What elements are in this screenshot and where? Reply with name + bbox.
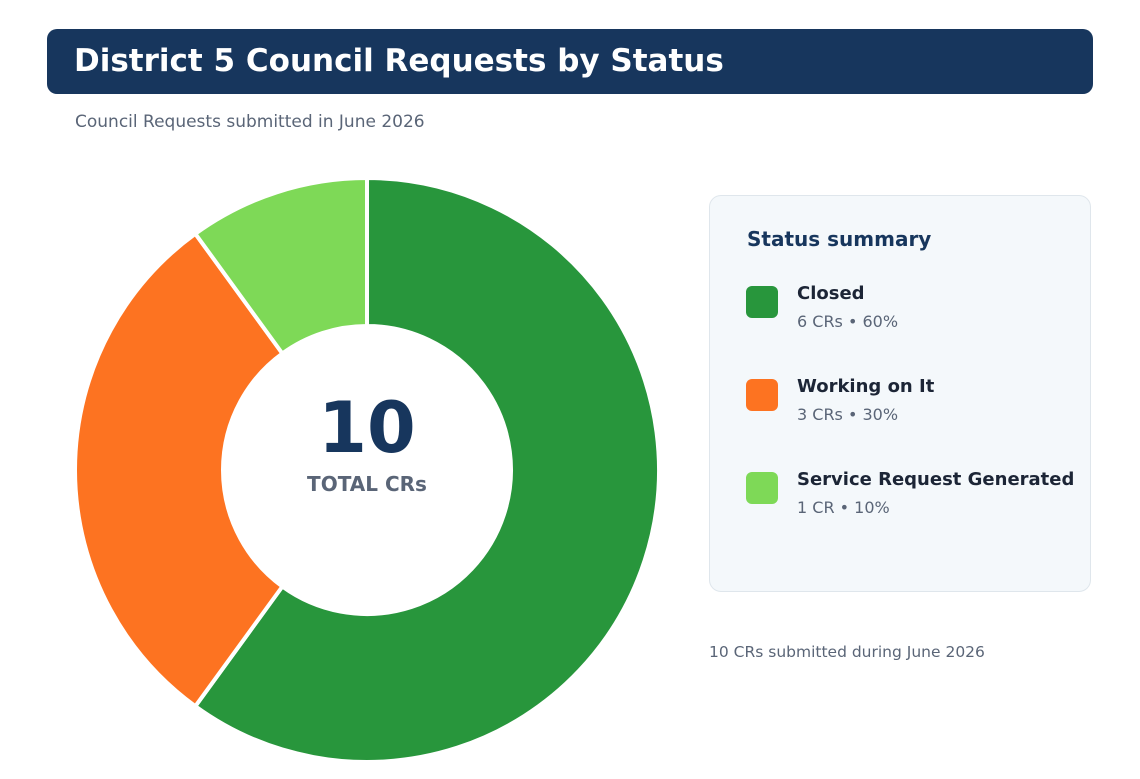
legend-name: Service Request Generated [797,469,1075,490]
legend-detail: 3 CRs • 30% [797,405,899,424]
title-bar: District 5 Council Requests by Status [47,29,1093,94]
legend-name: Working on It [797,376,935,397]
donut-slice-working-on-it [73,231,285,709]
legend-swatch-working-on-it [746,379,778,411]
center-total-label: TOTAL CRs [307,472,427,496]
donut-slice-service-request-generated [193,176,369,356]
legend-swatch-closed [746,286,778,318]
donut-slices [73,176,661,764]
footer-note: 10 CRs submitted during June 2026 [709,643,985,661]
legend-detail: 6 CRs • 60% [797,312,899,331]
legend-swatch-service-request-generated [746,472,778,504]
legend-name: Closed [797,283,865,304]
chart-title: District 5 Council Requests by Status [74,43,724,79]
center-total-value: 10 [318,387,415,469]
chart-subtitle: Council Requests submitted in June 2026 [75,112,425,132]
summary-title: Status summary [747,227,932,251]
legend-detail: 1 CR • 10% [797,498,890,517]
donut-chart: 10 TOTAL CRs [73,176,661,764]
status-summary-card: Status summary Closed 6 CRs • 60% Workin… [709,195,1091,592]
donut-slice-closed [193,176,661,764]
